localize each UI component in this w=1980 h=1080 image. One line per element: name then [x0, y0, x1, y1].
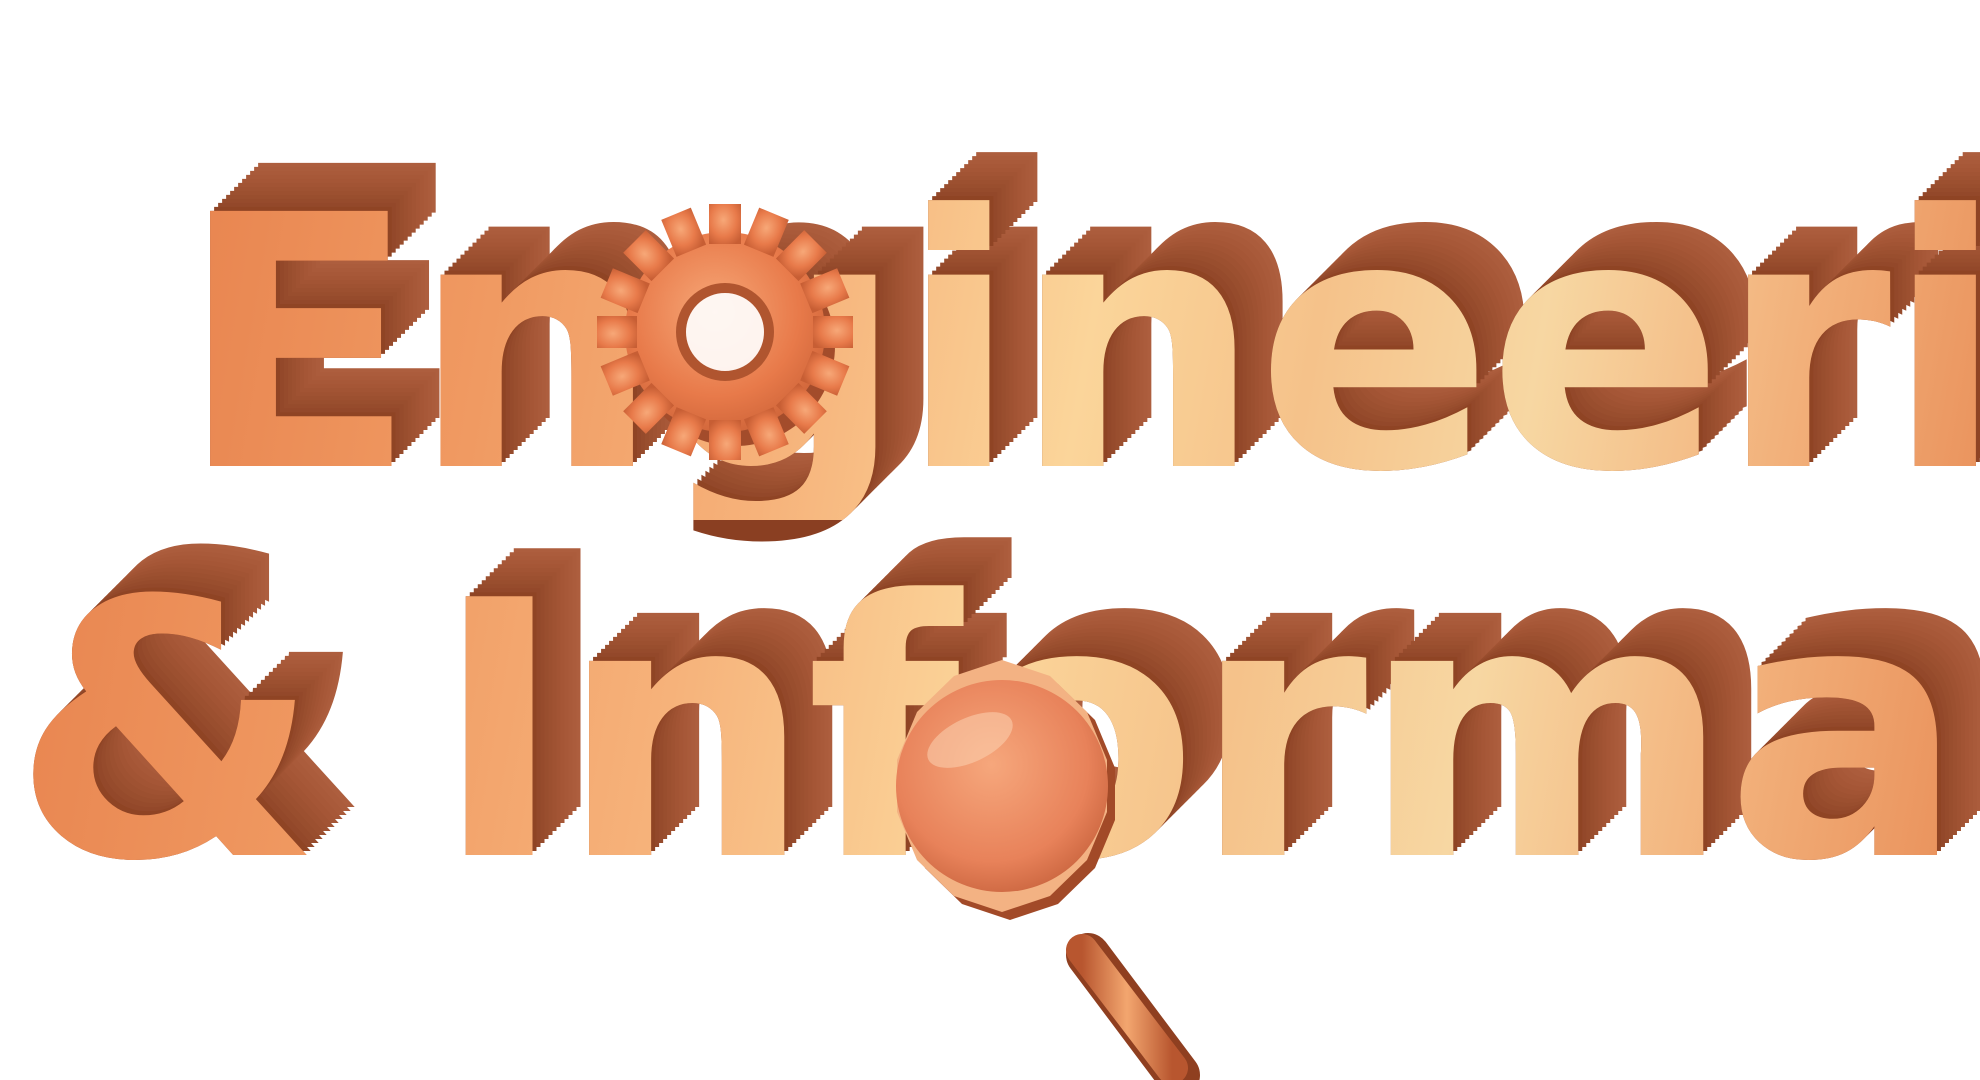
gear-icon: [597, 204, 853, 460]
engineering-extrusion: Engineeri: [178, 170, 1980, 520]
engineering-text: Engineeri: [178, 170, 1980, 520]
magnifying-glass-icon: [896, 660, 1200, 1080]
